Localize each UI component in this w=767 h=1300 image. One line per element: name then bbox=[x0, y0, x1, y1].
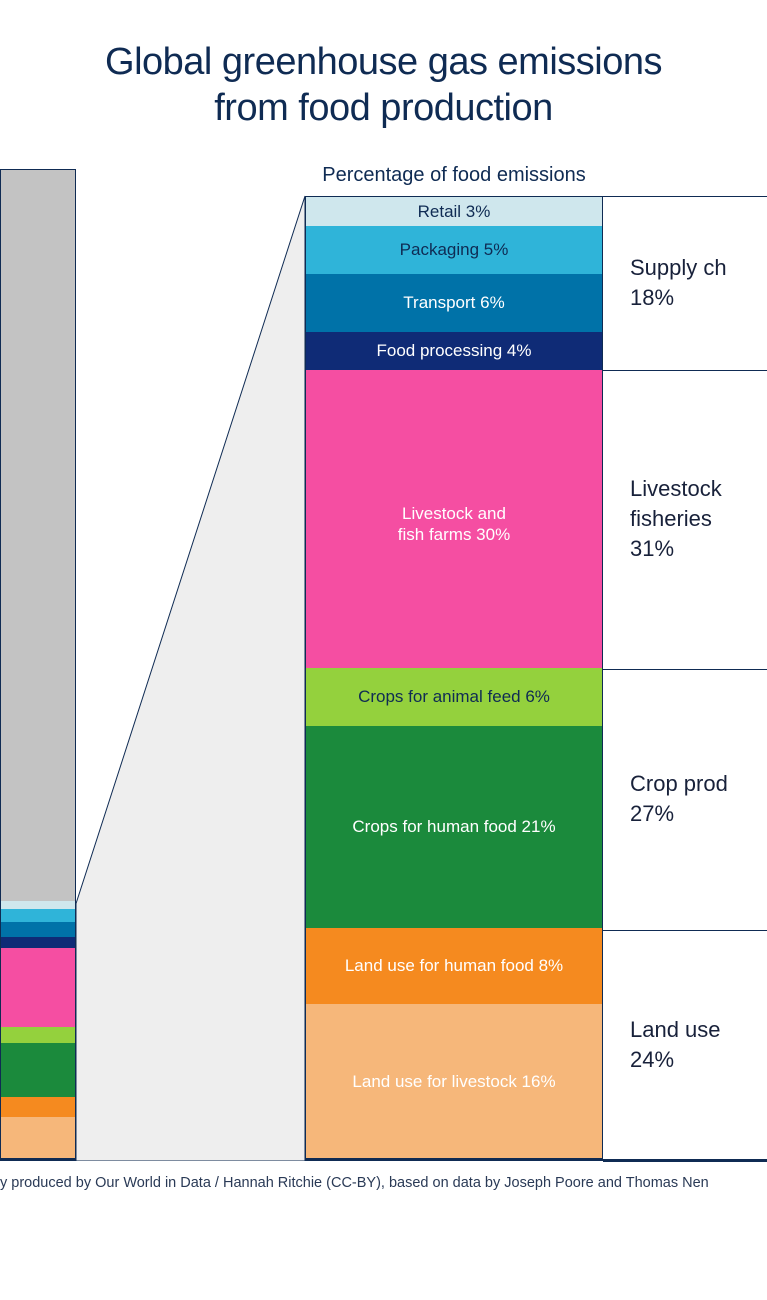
main-seg-5: Livestock andfish farms 30% bbox=[306, 380, 602, 668]
main-seg-6: Crops for animal feed 6% bbox=[306, 668, 602, 726]
category-label-0: Supply ch18% bbox=[630, 253, 727, 312]
main-seg-label-9-0: Land use for livestock 16% bbox=[352, 1071, 555, 1092]
mini-stacked-bar bbox=[0, 169, 76, 1159]
category-label-3: Land use24% bbox=[630, 1015, 721, 1074]
divider-0 bbox=[603, 196, 767, 197]
category-label-1: Livestockfisheries31% bbox=[630, 474, 722, 563]
title-line-2: from food production bbox=[214, 87, 553, 129]
connector-shape bbox=[76, 161, 305, 1161]
mini-seg-3 bbox=[1, 937, 75, 947]
mini-seg-6 bbox=[1, 1027, 75, 1042]
main-seg-8: Land use for human food 8% bbox=[306, 928, 602, 1005]
divider-4 bbox=[603, 1161, 767, 1162]
main-seg-label-3-0: Food processing 4% bbox=[377, 340, 532, 361]
main-seg-label-8-0: Land use for human food 8% bbox=[345, 955, 563, 976]
main-seg-0: Retail 3% bbox=[306, 197, 602, 226]
credit-line: y produced by Our World in Data / Hannah… bbox=[0, 1161, 767, 1191]
chart-title: Global greenhouse gas emissions from foo… bbox=[0, 0, 767, 161]
main-seg-label-2-0: Transport 6% bbox=[403, 292, 504, 313]
main-stacked-bar: Retail 3% Packaging 5% Transport 6% Food pr… bbox=[305, 196, 603, 1159]
chart-area: Percentage of food emissions Retail 3% Pa… bbox=[0, 161, 767, 1161]
main-seg-label-6-0: Crops for animal feed 6% bbox=[358, 686, 550, 707]
main-seg-label-1-0: Packaging 5% bbox=[400, 239, 509, 260]
main-seg-7: Crops for human food 21% bbox=[306, 726, 602, 928]
mini-seg-8 bbox=[1, 1097, 75, 1118]
main-seg-9: Land use for livestock 16% bbox=[306, 1004, 602, 1158]
mini-seg-grey bbox=[1, 170, 75, 901]
subtitle-wrap: Percentage of food emissions bbox=[305, 164, 603, 197]
chart-subtitle: Percentage of food emissions bbox=[305, 164, 603, 187]
main-seg-label-0-0: Retail 3% bbox=[418, 201, 491, 222]
mini-seg-1 bbox=[1, 909, 75, 922]
mini-seg-7 bbox=[1, 1043, 75, 1097]
divider-3 bbox=[603, 930, 767, 931]
mini-seg-5 bbox=[1, 950, 75, 1027]
mini-seg-9 bbox=[1, 1117, 75, 1158]
main-seg-label-5-0: Livestock and bbox=[402, 503, 506, 524]
category-label-2: Crop prod27% bbox=[630, 769, 728, 828]
main-seg-4: Wild catch fisheries 1% bbox=[306, 370, 602, 380]
divider-1 bbox=[603, 370, 767, 371]
title-line-1: Global greenhouse gas emissions bbox=[105, 41, 662, 83]
main-seg-2: Transport 6% bbox=[306, 274, 602, 332]
main-seg-1: Packaging 5% bbox=[306, 226, 602, 274]
main-seg-label-7-0: Crops for human food 21% bbox=[352, 816, 555, 837]
main-seg-3: Food processing 4% bbox=[306, 332, 602, 370]
divider-2 bbox=[603, 669, 767, 670]
mini-seg-0 bbox=[1, 901, 75, 909]
main-seg-label-5-1: fish farms 30% bbox=[398, 524, 510, 545]
mini-seg-2 bbox=[1, 922, 75, 937]
